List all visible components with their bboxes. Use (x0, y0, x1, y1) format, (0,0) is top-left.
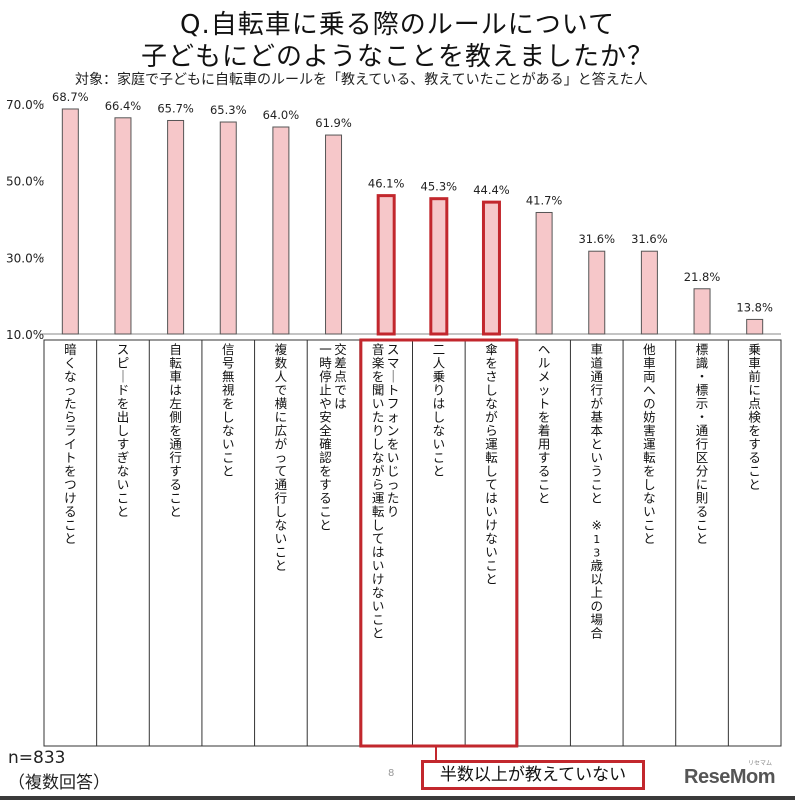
bar (325, 134, 343, 335)
data-label: 21.8% (684, 270, 721, 284)
category-label: スマ｜トフォンをいじったり (387, 342, 400, 519)
category-label: 交差点では (334, 342, 347, 411)
data-label: 64.0% (263, 108, 300, 122)
y-tick-label: 30.0% (6, 251, 44, 265)
bar (167, 119, 185, 335)
logo-subtext: リセマム (748, 760, 773, 767)
callout-box: 半数以上が教えていない (421, 760, 645, 790)
bar (746, 318, 764, 335)
data-label: 68.7% (52, 90, 89, 104)
data-label: 66.4% (105, 99, 142, 113)
bar (272, 126, 290, 335)
category-label: 複数人で横に広がって通行しないこと (275, 342, 288, 573)
category-label: 音楽を聞いたりしながら運転してはいけないこと (372, 342, 385, 641)
data-label: 46.1% (368, 177, 405, 191)
bar (588, 250, 606, 335)
category-label: 一時停止や安全確認をすること (319, 342, 332, 533)
y-tick-label: 70.0% (6, 98, 44, 112)
data-label: 13.8% (736, 300, 773, 314)
data-label: 41.7% (526, 193, 563, 207)
bar (693, 288, 711, 335)
data-label: 31.6% (578, 232, 615, 246)
data-label: 45.3% (421, 180, 458, 194)
category-label: 自転車は左側を通行すること (169, 342, 182, 519)
category-label: 傘をさしながら運転してはいけないこと (485, 342, 498, 587)
bar (481, 200, 501, 336)
sample-size-note: n=833 (8, 748, 66, 768)
category-label: 暗くなったらライトをつけること (64, 342, 77, 546)
bar (535, 211, 553, 335)
bar (61, 108, 79, 335)
bar (640, 250, 658, 335)
y-tick-label: 50.0% (6, 175, 44, 189)
category-label: 他車両への妨害運転をしないこと (643, 342, 656, 546)
category-label: ヘルメットを着用すること (538, 342, 551, 506)
multiple-answer-note: （複数回答） (8, 773, 110, 793)
bar (376, 194, 396, 336)
category-label: 二人乗りはしないこと (433, 342, 446, 479)
data-label: 61.9% (315, 116, 352, 130)
chart-title-line1: Q.自転車に乗る際のルールについて (180, 10, 615, 40)
bar (429, 197, 449, 336)
chart-title-line2: 子どもにどのようなことを教えましたか？ (140, 42, 654, 72)
bar (219, 121, 237, 335)
data-label: 65.7% (157, 101, 194, 115)
data-label: 31.6% (631, 232, 668, 246)
highlight-box (359, 338, 519, 748)
category-label: 信号無視をしないこと (222, 342, 235, 479)
category-label: スピ｜ドを出しすぎないこと (117, 342, 130, 519)
page-number: 8 (388, 768, 395, 779)
data-label: 44.4% (473, 183, 510, 197)
chart-subtitle: 対象：家庭で子どもに自転車のルールを「教えている、教えていたことがある」と答えた… (75, 72, 648, 88)
category-label: 標識・標示・通行区分に則ること (696, 342, 709, 546)
category-label: 車道通行が基本ということ ※ 1 3 歳以上の場合 (590, 342, 603, 641)
bar (114, 117, 132, 335)
category-label: 乗車前に点検をすること (748, 342, 761, 492)
y-tick-label: 10.0% (6, 328, 44, 342)
resemom-logo: ReseMom (684, 766, 775, 788)
bottom-bar (0, 796, 795, 800)
data-label: 65.3% (210, 103, 247, 117)
